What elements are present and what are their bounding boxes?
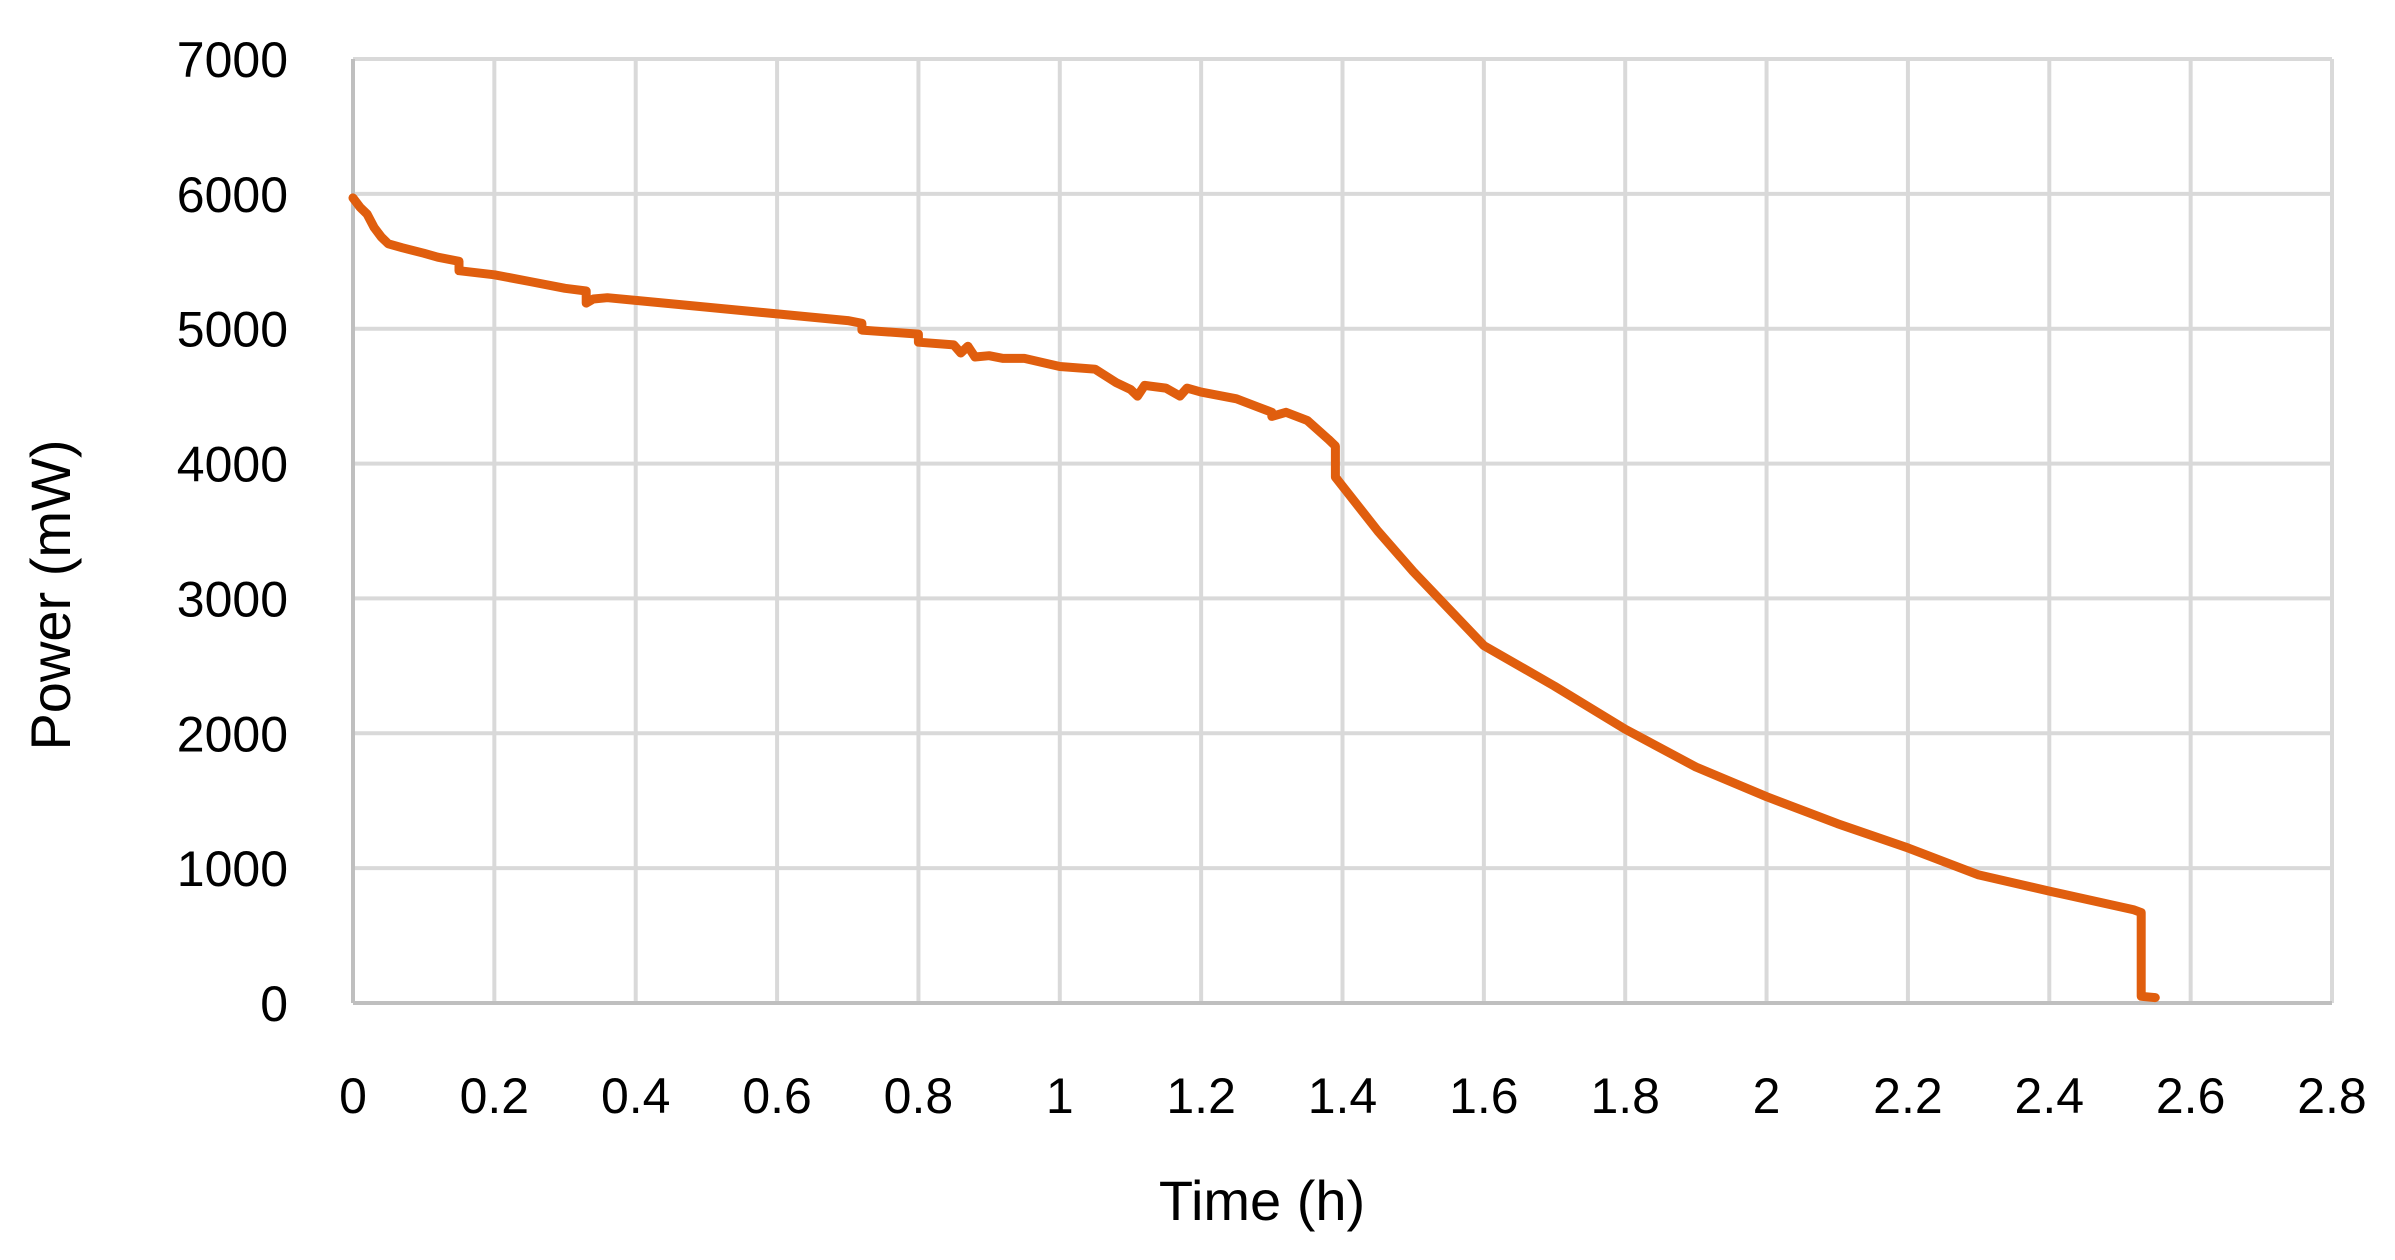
x-tick-label: 1 — [1046, 1068, 1074, 1124]
y-axis-title: Power (mW) — [19, 439, 82, 750]
chart-tick-labels: 0 0.2 0.4 0.6 0.8 1 1.2 1.4 1.6 1.8 2 2.2 2.4 2.6 2.8 0… — [177, 32, 2367, 1124]
x-tick-label: 2.8 — [2297, 1068, 2367, 1124]
y-tick-label: 0 — [260, 976, 288, 1032]
y-tick-label: 4000 — [177, 437, 288, 493]
y-tick-label: 6000 — [177, 167, 288, 223]
x-tick-label: 1.6 — [1449, 1068, 1519, 1124]
x-tick-label: 1.2 — [1166, 1068, 1236, 1124]
y-tick-label: 1000 — [177, 841, 288, 897]
x-tick-label: 2 — [1753, 1068, 1781, 1124]
x-tick-label: 1.4 — [1308, 1068, 1378, 1124]
y-tick-label: 7000 — [177, 32, 288, 88]
y-tick-label: 3000 — [177, 571, 288, 627]
x-tick-label: 0.8 — [884, 1068, 954, 1124]
x-tick-label: 2.4 — [2015, 1068, 2085, 1124]
series-line — [348, 193, 2160, 1003]
x-tick-label: 2.6 — [2156, 1068, 2226, 1124]
chart-axes — [351, 59, 2332, 1005]
y-tick-label: 5000 — [177, 302, 288, 358]
x-tick-label: 0.4 — [601, 1068, 671, 1124]
x-tick-label: 0.2 — [460, 1068, 530, 1124]
chart-series-layer — [348, 193, 2160, 1003]
x-tick-label: 0 — [339, 1068, 367, 1124]
x-tick-label: 1.8 — [1590, 1068, 1660, 1124]
x-axis-title: Time (h) — [1159, 1169, 1365, 1232]
chart-gridlines — [353, 57, 2334, 1003]
y-tick-label: 2000 — [177, 706, 288, 762]
x-tick-label: 0.6 — [742, 1068, 812, 1124]
x-tick-label: 2.2 — [1873, 1068, 1943, 1124]
